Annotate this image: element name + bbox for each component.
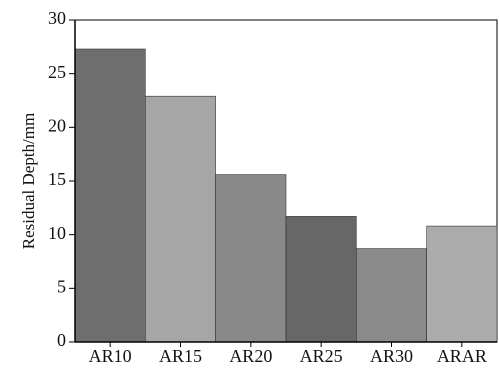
y-axis: 0 5 10 15 20 25 30 [48, 8, 75, 350]
y-tick-label: 15 [48, 169, 66, 189]
y-tick-label: 10 [48, 223, 66, 243]
y-tick-label: 20 [48, 115, 66, 135]
y-tick-label: 0 [57, 330, 66, 350]
bars [74, 48, 498, 343]
x-tick-label-arar: ARAR [437, 346, 487, 366]
y-axis-title: Residual Depth/mm [19, 113, 38, 249]
x-tick-label-ar20: AR20 [229, 346, 272, 366]
x-tick-label-ar25: AR25 [300, 346, 343, 366]
plot-area [74, 19, 498, 343]
y-tick-label: 30 [48, 8, 66, 28]
y-tick-label: 5 [57, 276, 66, 296]
bar-ar10 [74, 48, 146, 343]
bar-ar20 [215, 174, 287, 343]
x-tick-label-ar10: AR10 [89, 346, 132, 366]
x-axis: AR10 AR15 AR20 AR25 AR30 ARAR [89, 342, 487, 366]
x-tick-label-ar15: AR15 [159, 346, 202, 366]
bar-arar [426, 225, 498, 343]
y-tick-label: 25 [48, 62, 66, 82]
bar-ar25 [285, 216, 357, 343]
bar-ar15 [145, 95, 216, 343]
bar-ar30 [355, 248, 427, 343]
x-tick-label-ar30: AR30 [370, 346, 413, 366]
